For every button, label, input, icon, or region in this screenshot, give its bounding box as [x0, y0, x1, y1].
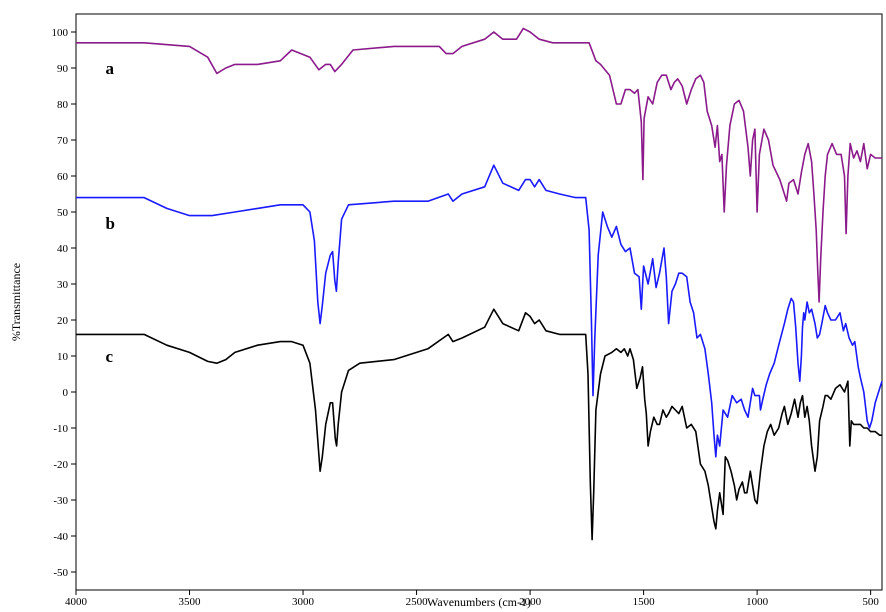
x-axis: 4000 3500 3000 2500 2000 1500 1000 500 [65, 590, 879, 608]
x-tick-label: 1500 [633, 596, 656, 608]
y-tick-label: -40 [53, 531, 68, 543]
x-tick-label: 2000 [519, 596, 542, 608]
series-line-a [76, 27, 882, 303]
y-tick-label: 0 [63, 387, 69, 399]
x-tick-label: 500 [862, 596, 879, 608]
y-tick-label: 10 [57, 351, 69, 363]
x-tick-label: 3500 [179, 596, 202, 608]
series-label-b: b [106, 214, 115, 233]
y-tick-label: 40 [57, 243, 69, 255]
plot-frame [75, 13, 883, 591]
y-axis-title: %Transmittance [9, 263, 23, 341]
series-group [76, 27, 883, 541]
y-tick-label: -30 [53, 495, 68, 507]
series-labels: a b c [106, 59, 115, 366]
x-tick-label: 2500 [406, 596, 429, 608]
y-tick-label: 20 [57, 315, 69, 327]
x-tick-label: 3000 [292, 596, 315, 608]
y-tick-label: 90 [57, 63, 69, 75]
y-tick-label: -50 [53, 567, 68, 579]
y-tick-label: 60 [57, 171, 69, 183]
y-tick-label: 30 [57, 279, 69, 291]
y-tick-label: 100 [52, 27, 69, 39]
series-label-a: a [106, 59, 115, 78]
y-tick-label: 50 [57, 207, 69, 219]
y-tick-label: -10 [53, 423, 68, 435]
series-line-c [76, 308, 882, 541]
y-tick-label: 70 [57, 135, 69, 147]
y-tick-label: -20 [53, 459, 68, 471]
x-tick-label: 4000 [65, 596, 88, 608]
series-line-b [76, 164, 883, 458]
y-tick-label: 80 [57, 99, 69, 111]
series-label-c: c [106, 347, 114, 366]
x-tick-label: 1000 [746, 596, 769, 608]
x-axis-title: Wavenumbers (cm-1) [427, 595, 531, 609]
